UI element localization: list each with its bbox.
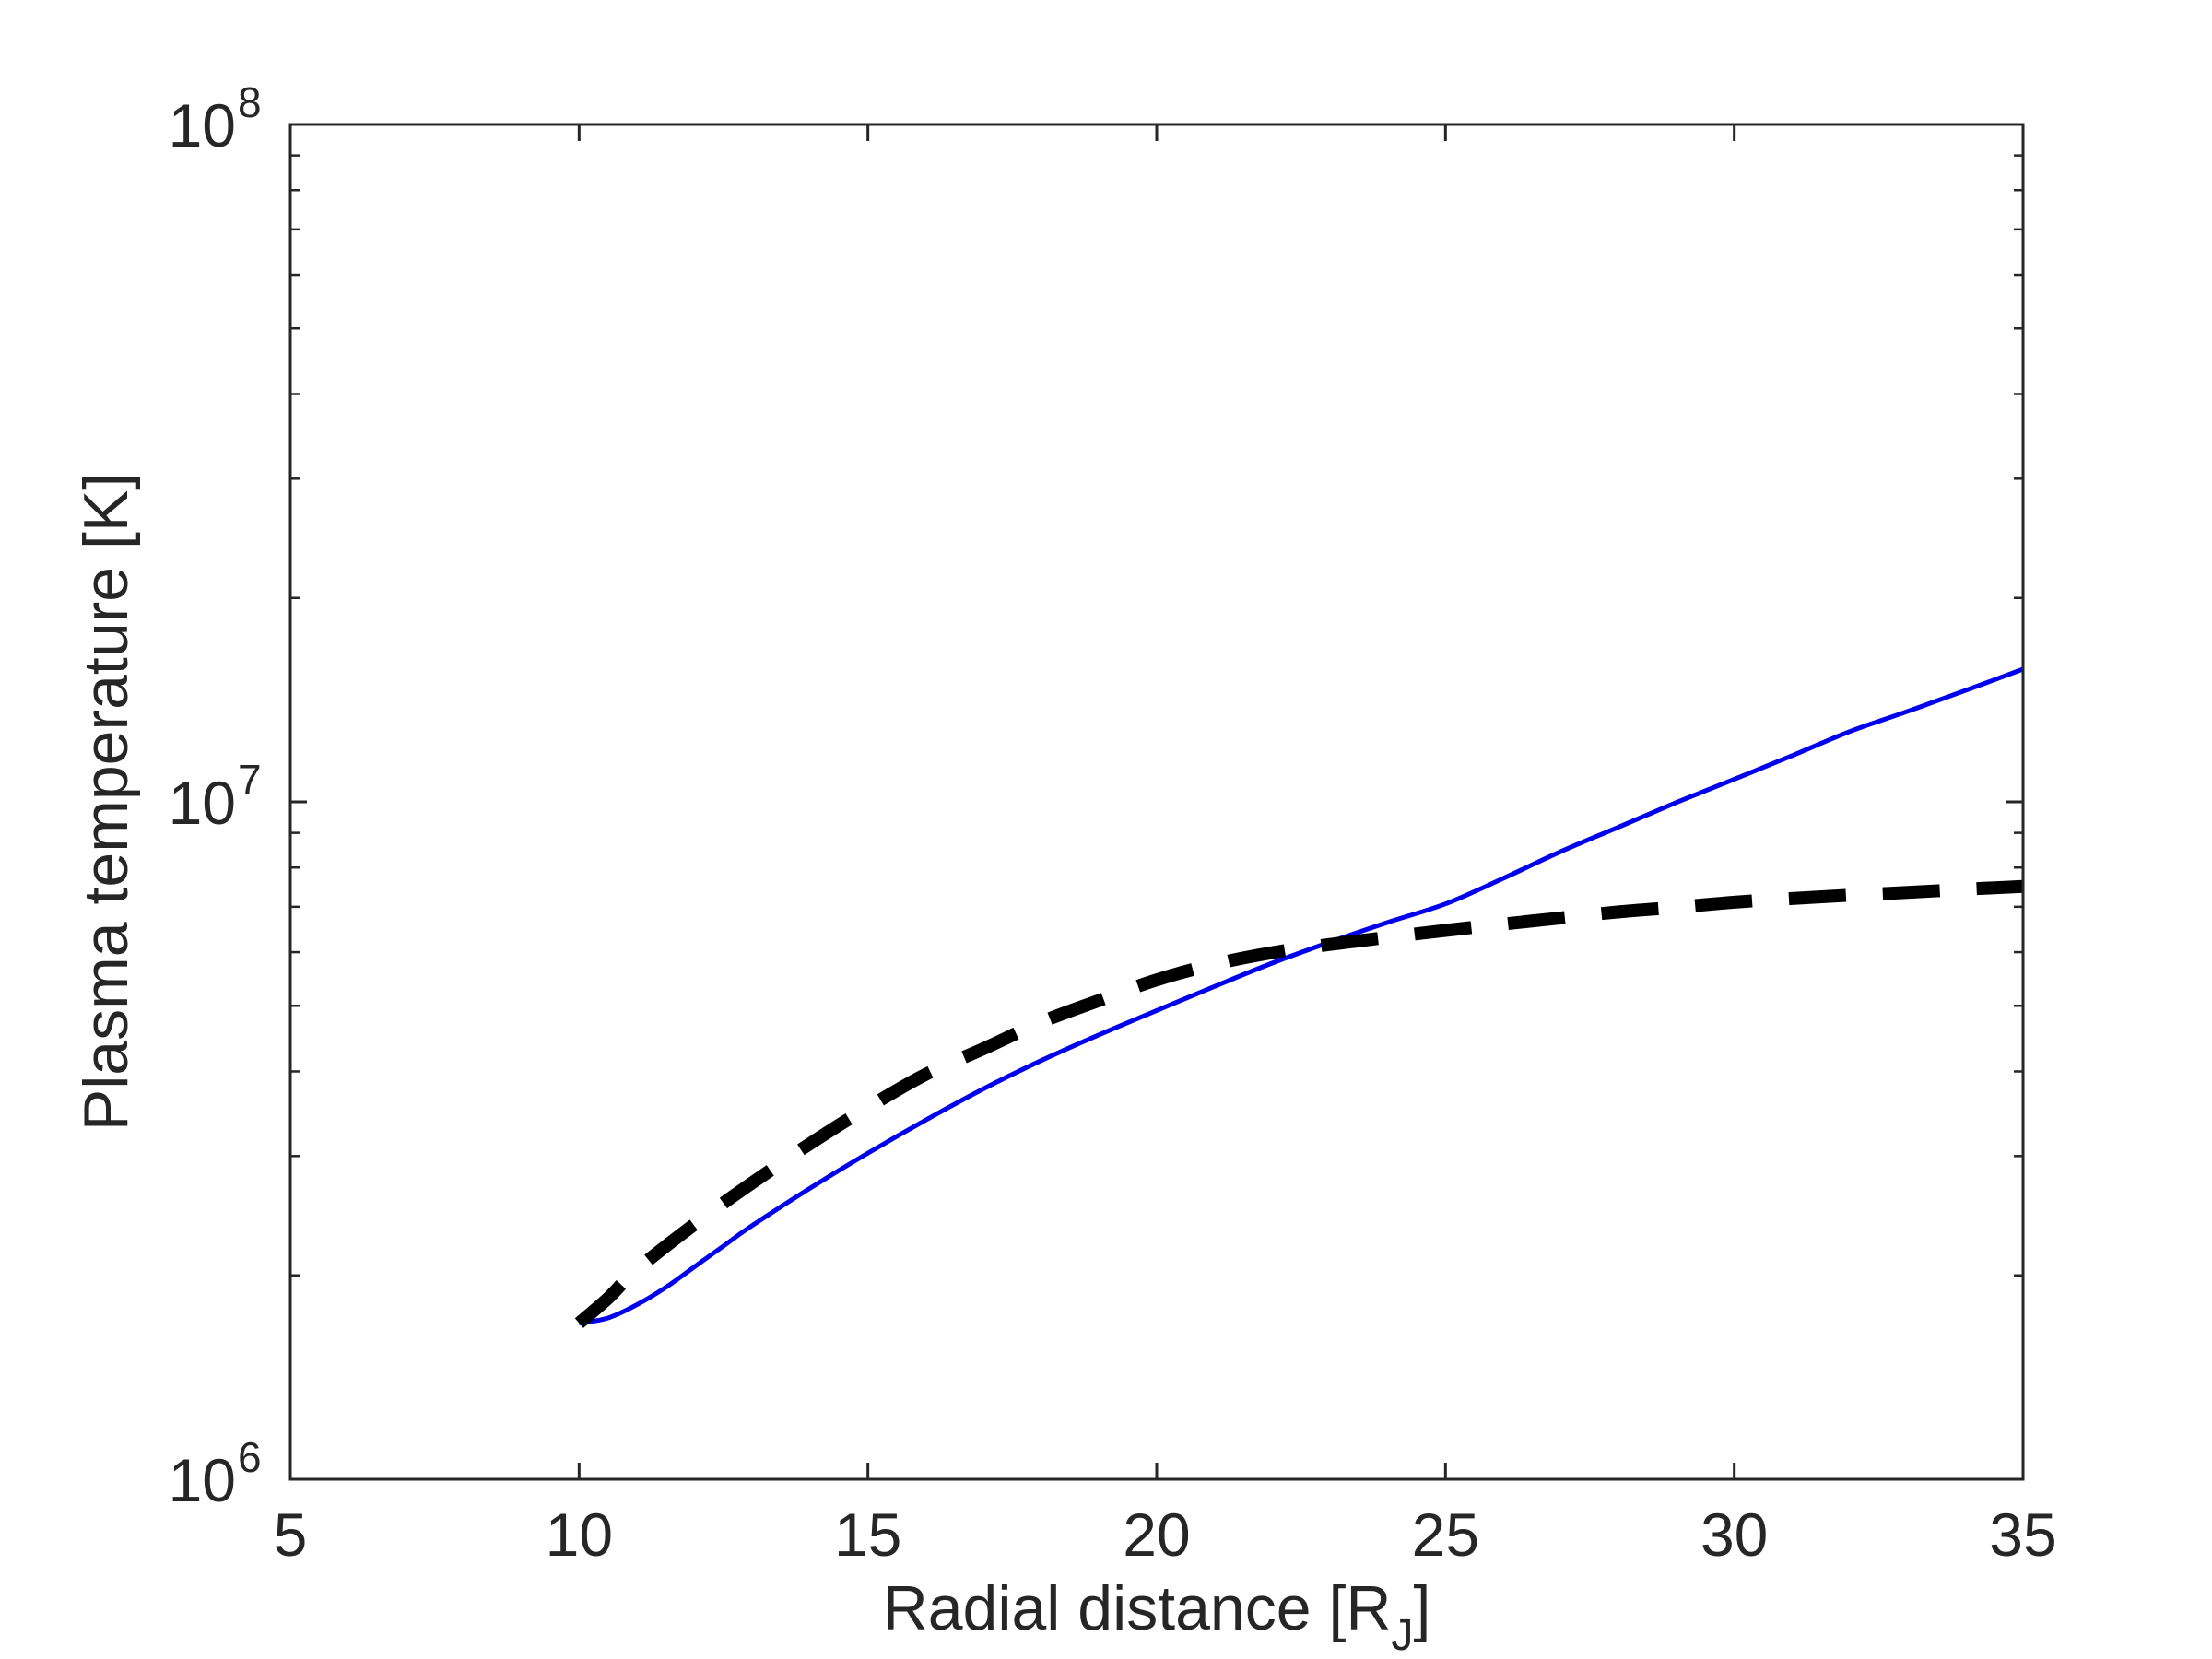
y-tick-label: 10	[169, 769, 236, 837]
x-axis-label-main: Radial distance [R	[883, 1573, 1392, 1643]
plot-area	[574, 666, 2024, 1328]
x-tick-label: 20	[1123, 1500, 1190, 1569]
x-tick-labels: 5 10 15 20 25 30 35	[274, 1500, 2057, 1569]
x-tick-label: 25	[1412, 1500, 1479, 1569]
x-axis-label-suffix: ]	[1413, 1573, 1430, 1643]
series-line-dashed	[574, 879, 2024, 1328]
x-axis-label-subscript: J	[1391, 1611, 1413, 1659]
y-tick-label-exponent: 6	[238, 1433, 262, 1481]
x-tick-label: 10	[546, 1500, 613, 1569]
x-tick-label: 30	[1700, 1500, 1768, 1569]
x-tick-label: 5	[274, 1500, 308, 1569]
x-tick-label: 35	[1989, 1500, 2056, 1569]
y-tick-label: 10	[169, 1446, 236, 1514]
plot-frame	[288, 123, 2025, 1481]
y-tick-label: 10	[169, 91, 236, 159]
x-axis-label: Radial distance [RJ]	[883, 1573, 1431, 1659]
y-tick-label-exponent: 8	[238, 78, 262, 126]
series-line-solid	[578, 666, 2024, 1326]
y-axis-label: Plasma temperature [K]	[71, 473, 141, 1131]
y-tick-label-exponent: 7	[238, 756, 262, 804]
x-tick-label: 15	[834, 1500, 901, 1569]
